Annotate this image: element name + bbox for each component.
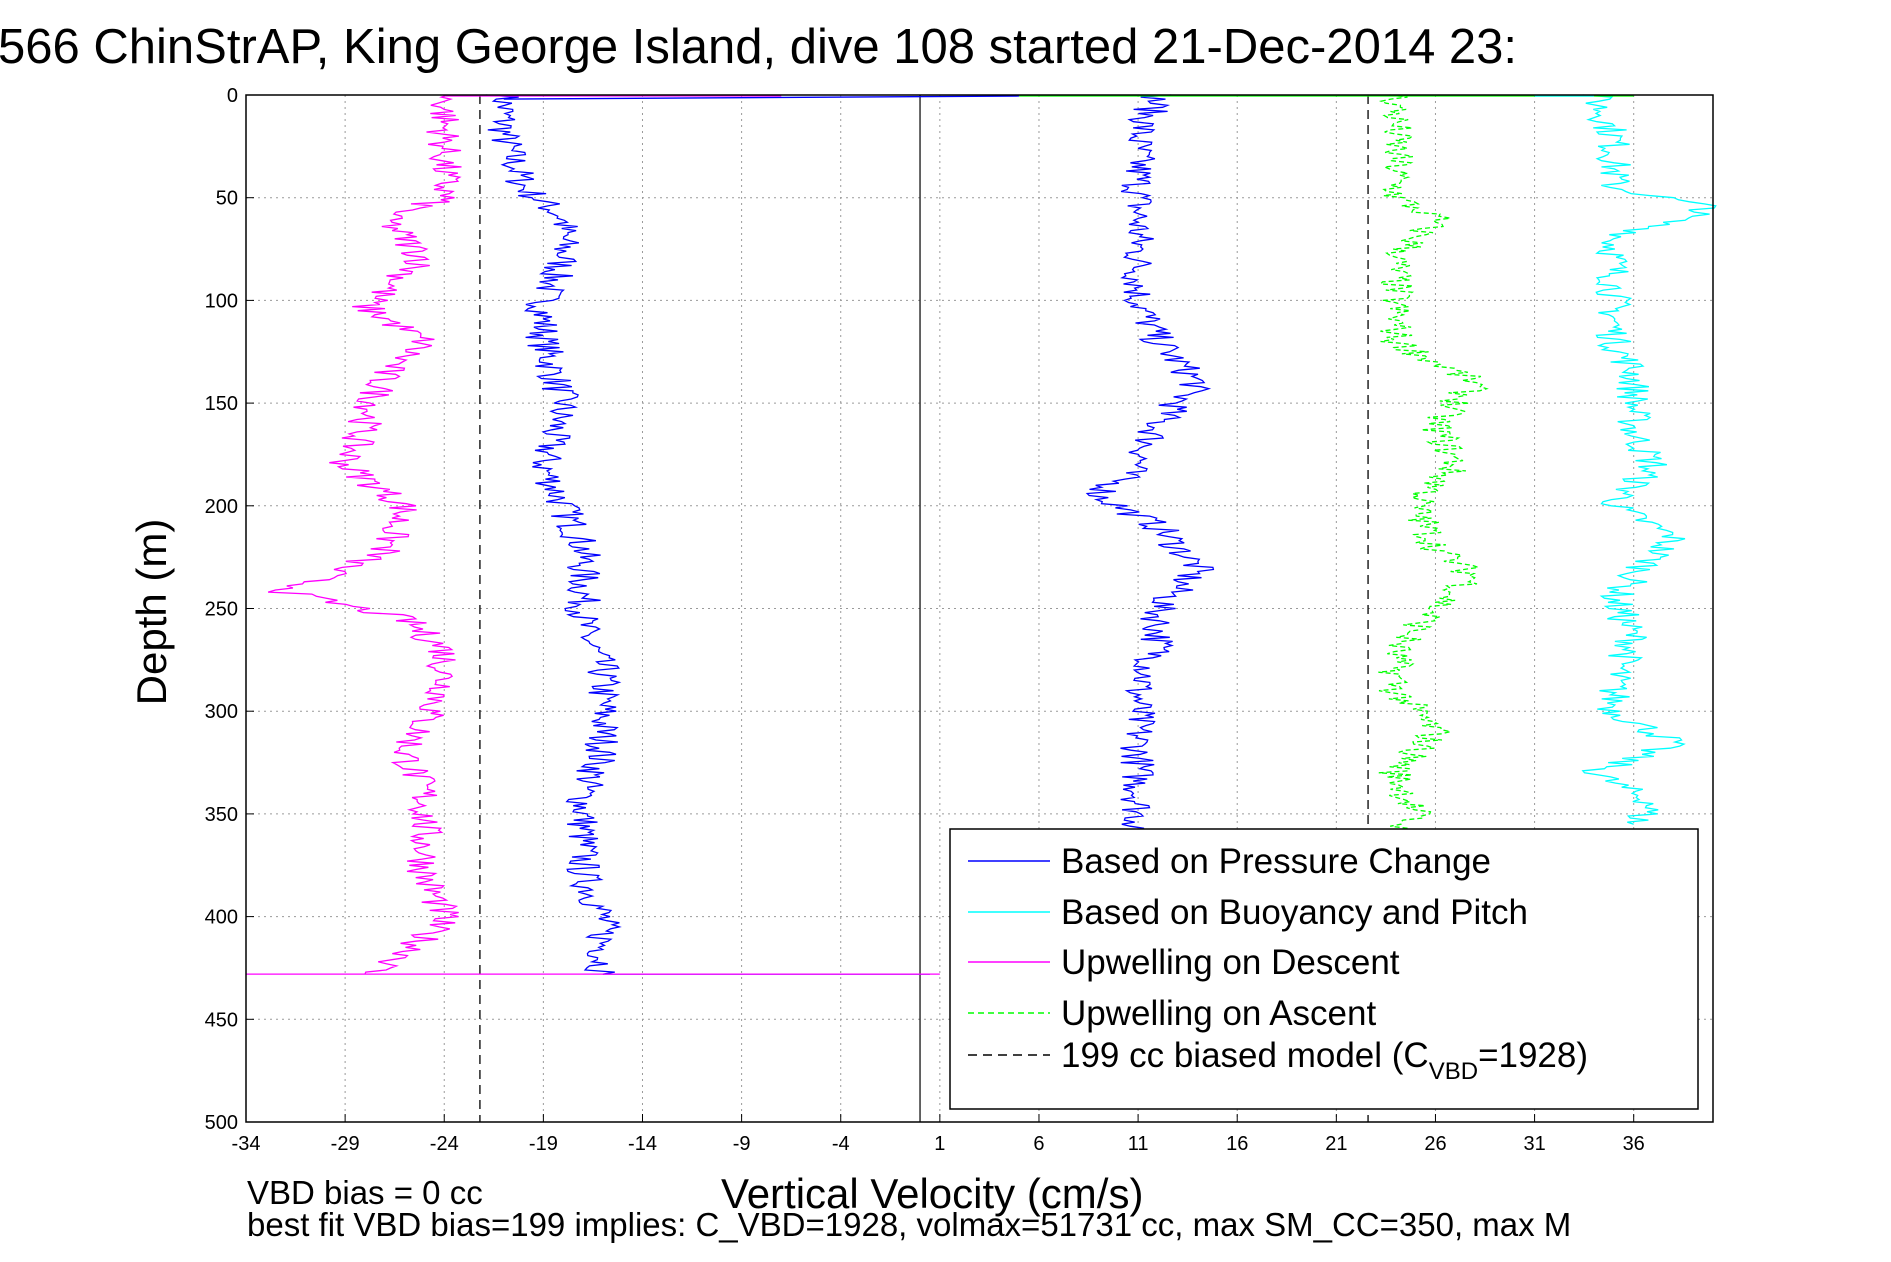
best-fit-annotation: best fit VBD bias=199 implies: C_VBD=192… bbox=[247, 1206, 1571, 1243]
series-line-3 bbox=[267, 94, 462, 975]
y-tick-labels: 0 50 100 150 200 250 300 350 400 450 500 bbox=[205, 85, 238, 1134]
y-tick-label: 0 bbox=[227, 85, 238, 107]
x-axis-label: Vertical Velocity (cm/s) bbox=[721, 1170, 1143, 1217]
y-tick-label: 500 bbox=[205, 1112, 238, 1134]
legend: Based on Pressure Change Based on Buoyanc… bbox=[949, 828, 1699, 1110]
x-tick-label: -14 bbox=[628, 1133, 657, 1155]
y-tick-label: 350 bbox=[205, 804, 238, 826]
y-axis-label: Depth (m) bbox=[128, 519, 175, 706]
x-tick-label: 36 bbox=[1623, 1133, 1645, 1155]
plot-frame bbox=[245, 94, 1714, 1123]
legend-label-0: Based on Pressure Change bbox=[1061, 842, 1491, 881]
x-tick-label: 1 bbox=[934, 1133, 945, 1155]
x-tick-label: 21 bbox=[1325, 1133, 1347, 1155]
x-tick-label: -29 bbox=[331, 1133, 360, 1155]
legend-label-2: Upwelling on Descent bbox=[1061, 943, 1400, 982]
surface-spike-pressure bbox=[503, 95, 1020, 100]
y-tick-label: 50 bbox=[216, 188, 238, 210]
y-tick-label: 250 bbox=[205, 599, 238, 621]
y-tick-label: 100 bbox=[205, 290, 238, 312]
series-line-4 bbox=[1378, 94, 1489, 831]
series-line-1 bbox=[1085, 94, 1215, 831]
legend-box bbox=[949, 828, 1699, 1110]
y-tick-label: 300 bbox=[205, 701, 238, 723]
vbd-bias-annotation: VBD bias = 0 cc bbox=[247, 1174, 483, 1211]
x-tick-label: -34 bbox=[232, 1133, 261, 1155]
x-tick-label: -24 bbox=[430, 1133, 459, 1155]
legend-label-1: Based on Buoyancy and Pitch bbox=[1061, 893, 1528, 932]
x-tick-label: 31 bbox=[1523, 1133, 1545, 1155]
y-tick-label: 200 bbox=[205, 496, 238, 518]
y-tick-label: 150 bbox=[205, 393, 238, 415]
x-tick-label: -19 bbox=[529, 1133, 558, 1155]
y-tick-label: 450 bbox=[205, 1009, 238, 1031]
x-tick-label: 11 bbox=[1128, 1133, 1149, 1155]
x-tick-label: 6 bbox=[1033, 1133, 1044, 1155]
x-tick-label: -4 bbox=[832, 1133, 850, 1155]
legend-label-3: Upwelling on Ascent bbox=[1061, 994, 1376, 1033]
series-line-0 bbox=[485, 94, 622, 975]
x-tick-label: 16 bbox=[1226, 1133, 1248, 1155]
x-tick-label: 26 bbox=[1424, 1133, 1446, 1155]
series-line-2 bbox=[1581, 94, 1717, 825]
x-tick-labels: -34 -29 -24 -19 -14 -9 -4 1 6 11 16 21 26 31 36 bbox=[232, 1133, 1645, 1155]
x-tick-label: -9 bbox=[733, 1133, 751, 1155]
legend-label-4: 199 cc biased model (CVBD=1928) bbox=[1061, 1036, 1588, 1085]
chart-title: 566 ChinStrAP, King George Island, dive … bbox=[0, 20, 1517, 74]
y-tick-label: 400 bbox=[205, 907, 238, 929]
